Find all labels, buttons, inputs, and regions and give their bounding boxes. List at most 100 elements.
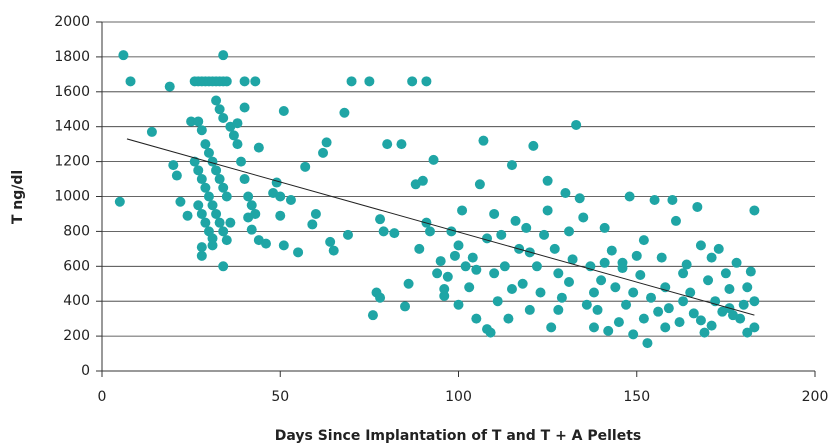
point xyxy=(214,104,225,115)
point xyxy=(560,188,571,199)
point xyxy=(318,147,329,158)
point xyxy=(375,292,386,303)
point xyxy=(567,254,578,265)
point xyxy=(742,327,753,338)
point xyxy=(214,217,225,228)
point xyxy=(506,160,517,171)
point xyxy=(186,116,197,127)
point xyxy=(542,175,553,186)
point xyxy=(260,238,271,249)
point xyxy=(692,201,703,212)
y-tick-label: 1800 xyxy=(54,49,90,65)
point xyxy=(232,139,243,150)
point xyxy=(642,338,653,349)
point xyxy=(556,292,567,303)
trend-line xyxy=(126,138,755,316)
point xyxy=(239,174,250,185)
point xyxy=(735,313,746,324)
y-tick-label: 400 xyxy=(63,293,90,309)
point xyxy=(535,287,546,298)
point xyxy=(553,268,564,279)
point xyxy=(207,233,218,244)
point xyxy=(653,306,664,317)
point xyxy=(588,322,599,333)
point xyxy=(196,125,207,136)
point xyxy=(699,327,710,338)
point xyxy=(196,208,207,219)
point xyxy=(663,303,674,314)
point xyxy=(225,217,236,228)
point xyxy=(307,219,318,230)
point xyxy=(175,196,186,207)
point xyxy=(503,313,514,324)
point xyxy=(310,208,321,219)
point xyxy=(250,76,261,87)
point xyxy=(638,313,649,324)
y-tick-label: 2000 xyxy=(54,14,90,30)
point xyxy=(631,250,642,261)
point xyxy=(539,229,550,240)
point xyxy=(695,315,706,326)
point xyxy=(499,261,510,272)
point xyxy=(471,313,482,324)
point xyxy=(346,76,357,87)
point xyxy=(300,161,311,172)
point xyxy=(421,76,432,87)
point xyxy=(203,191,214,202)
point xyxy=(478,135,489,146)
point xyxy=(278,105,289,116)
point xyxy=(457,205,468,216)
point xyxy=(678,268,689,279)
point xyxy=(171,170,182,181)
point xyxy=(724,283,735,294)
point xyxy=(114,196,125,207)
point xyxy=(460,261,471,272)
point xyxy=(745,266,756,277)
point xyxy=(367,310,378,321)
point xyxy=(211,95,222,106)
point xyxy=(628,329,639,340)
point xyxy=(375,214,386,225)
point xyxy=(218,50,229,61)
point xyxy=(453,299,464,310)
point xyxy=(275,191,286,202)
point xyxy=(271,177,282,188)
point xyxy=(218,226,229,237)
point xyxy=(239,76,250,87)
point xyxy=(485,327,496,338)
point xyxy=(339,107,350,118)
point xyxy=(599,222,610,233)
point xyxy=(464,282,475,293)
point xyxy=(218,182,229,193)
point xyxy=(196,242,207,253)
point xyxy=(243,191,254,202)
point xyxy=(621,299,632,310)
point xyxy=(592,304,603,315)
point xyxy=(382,139,393,150)
point xyxy=(321,137,332,148)
point xyxy=(467,252,478,263)
point xyxy=(253,142,264,153)
point xyxy=(453,240,464,251)
point xyxy=(749,205,760,216)
point xyxy=(439,283,450,294)
x-axis-label: Days Since Implantation of T and T + A P… xyxy=(275,428,642,444)
point xyxy=(749,296,760,307)
point xyxy=(624,191,635,202)
point xyxy=(211,165,222,176)
point xyxy=(243,212,254,223)
point xyxy=(246,224,257,235)
point xyxy=(635,270,646,281)
point xyxy=(578,212,589,223)
point xyxy=(125,76,136,87)
point xyxy=(531,261,542,272)
point xyxy=(528,140,539,151)
point xyxy=(193,200,204,211)
point xyxy=(221,191,232,202)
point xyxy=(749,322,760,333)
point xyxy=(182,210,193,221)
point xyxy=(442,271,453,282)
point xyxy=(546,322,557,333)
point xyxy=(599,257,610,268)
point xyxy=(164,81,175,92)
